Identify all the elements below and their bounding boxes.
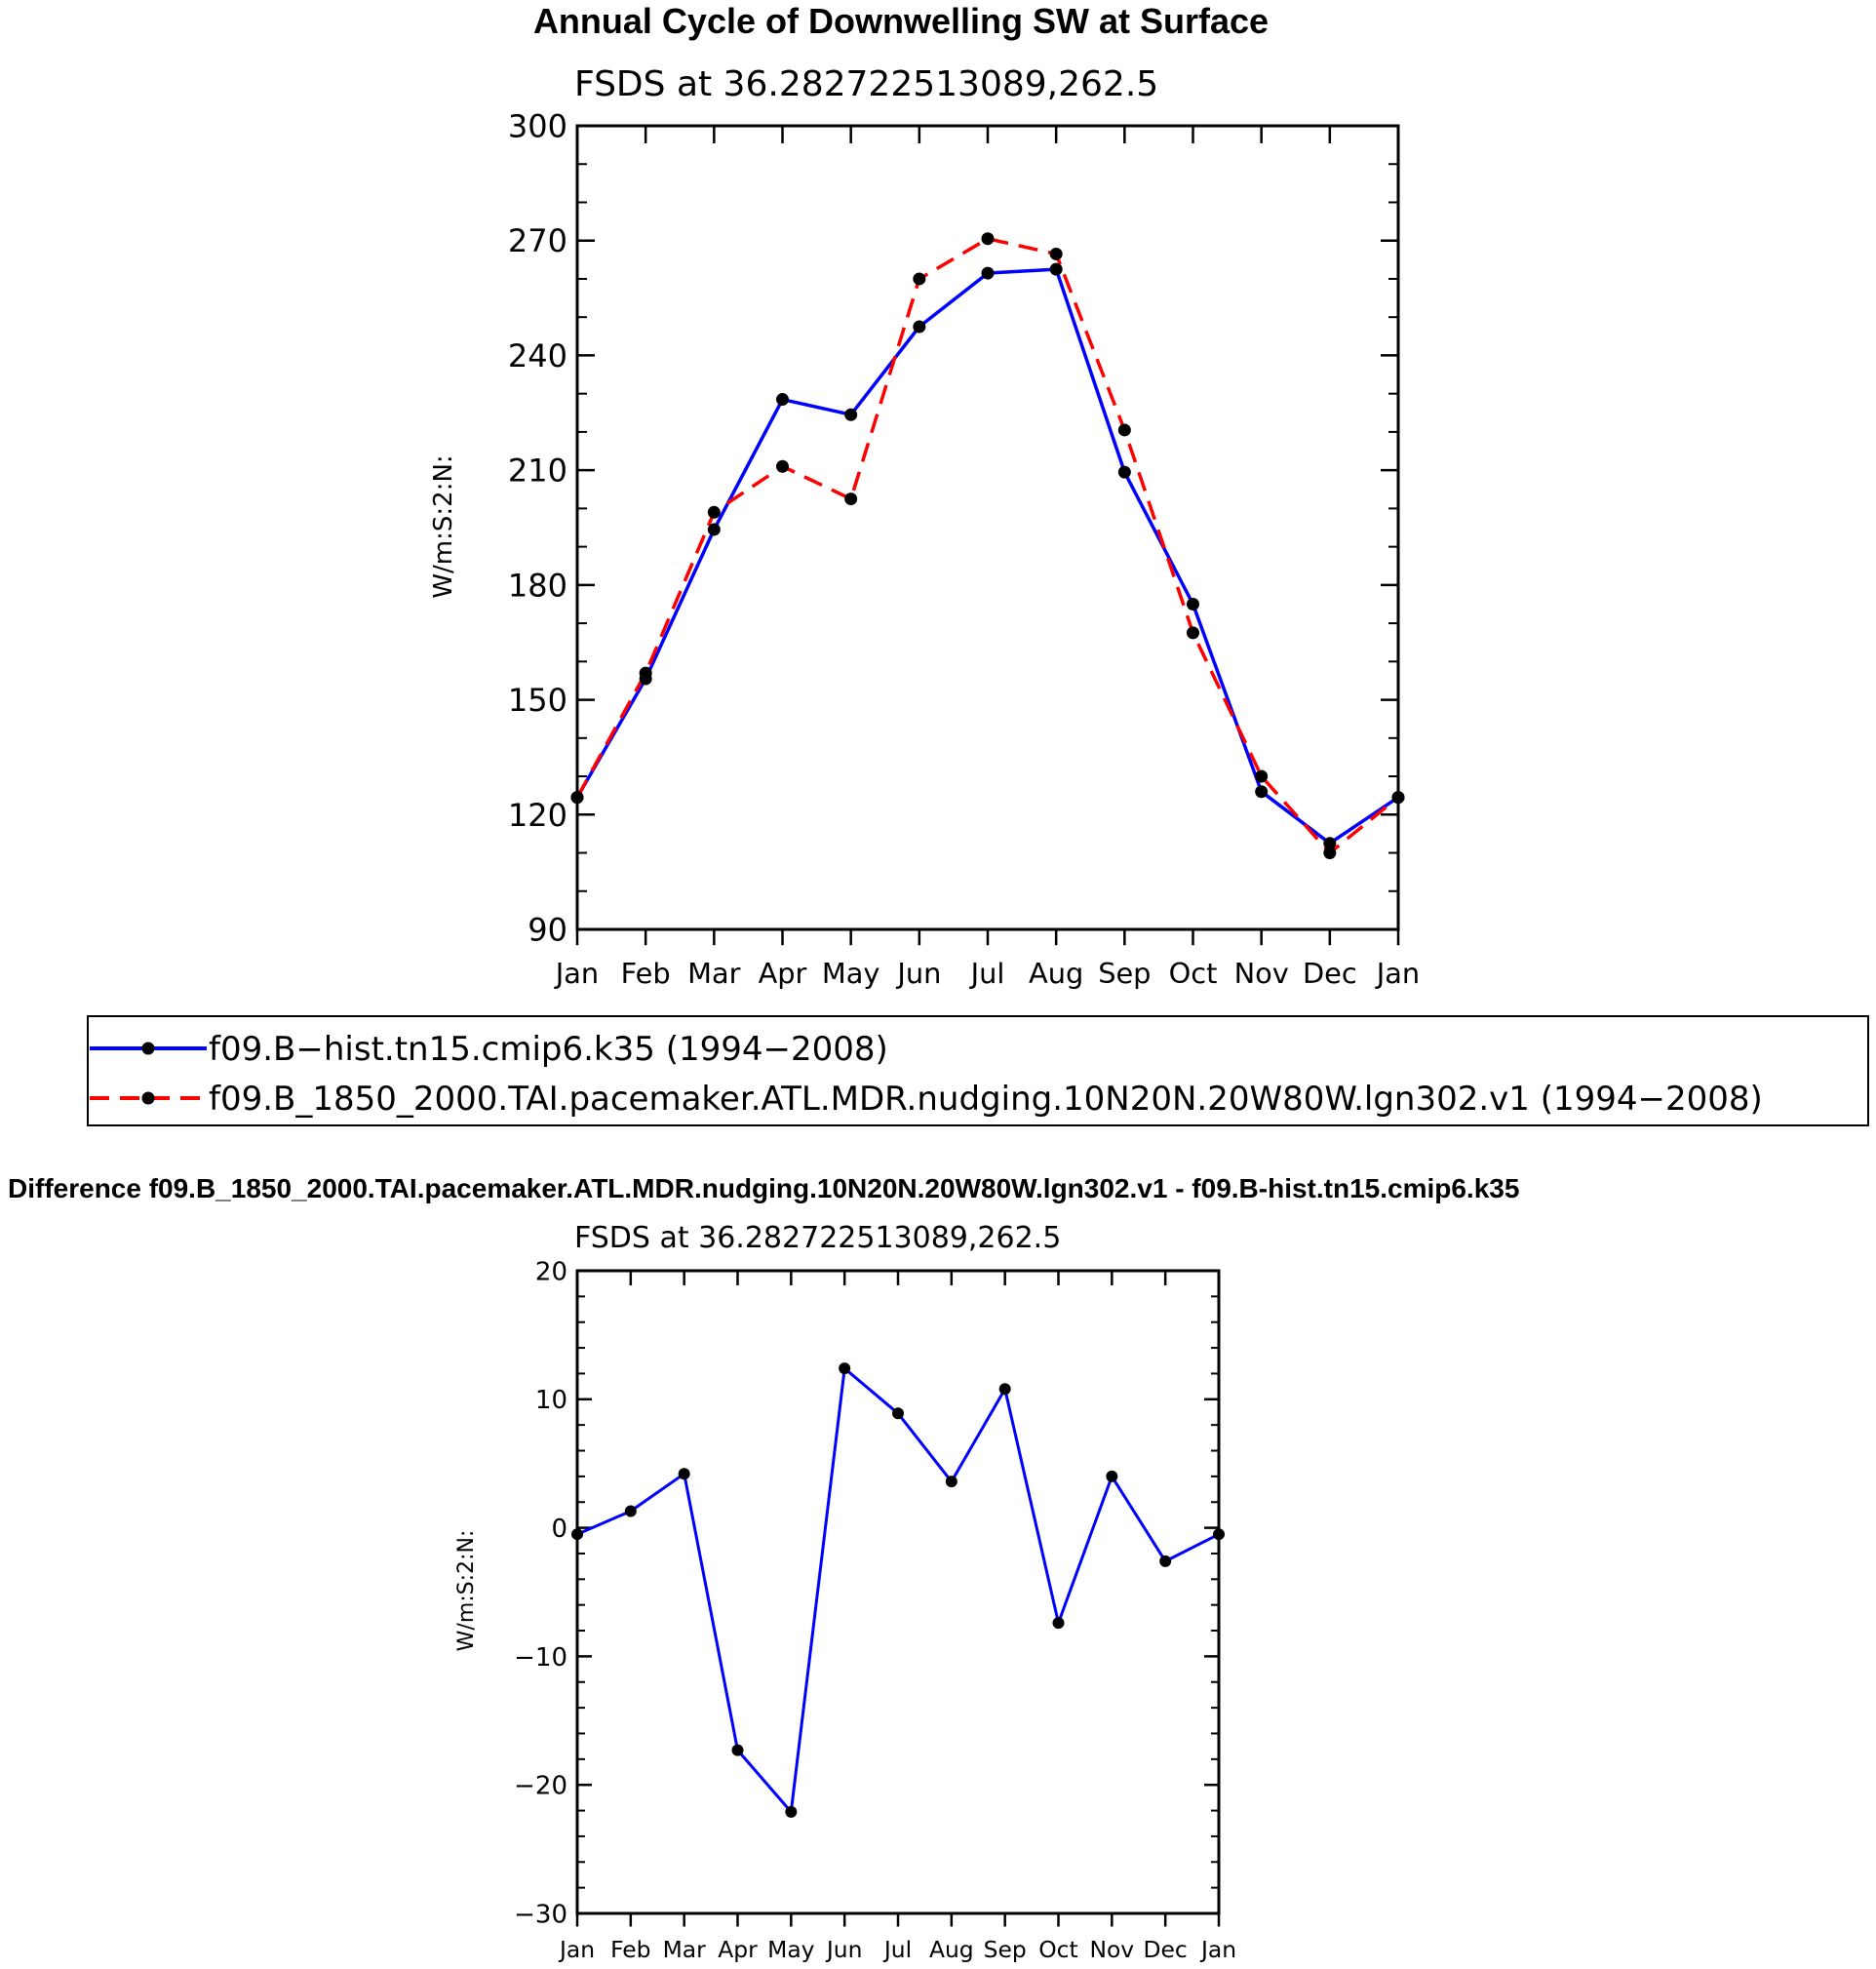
y-tick-label-0-5: 240	[508, 337, 567, 374]
data-point-1-0-6	[892, 1407, 904, 1420]
data-point-1-0-10	[1106, 1470, 1118, 1482]
plot-frame-0	[575, 124, 1400, 931]
x-tick-label-1-7: Aug	[929, 1936, 974, 1963]
legend-marker-hist	[141, 1042, 155, 1055]
data-point-1-0-3	[731, 1744, 744, 1756]
data-point-0-1-7	[1049, 247, 1063, 260]
x-tick-label-1-4: May	[767, 1936, 815, 1963]
data-point-0-0-7	[1049, 262, 1063, 276]
data-point-0-1-11	[1323, 847, 1337, 860]
data-point-0-0-4	[844, 408, 858, 421]
x-tick-label-0-10: Nov	[1234, 957, 1289, 990]
data-point-1-0-5	[839, 1362, 851, 1375]
y-tick-label-0-2: 150	[508, 682, 567, 719]
x-tick-label-0-0: Jan	[554, 957, 599, 990]
data-point-1-0-7	[945, 1476, 958, 1488]
data-point-0-1-10	[1255, 769, 1269, 783]
top-chart-subtitle: FSDS at 36.282722513089,262.5	[574, 64, 1158, 104]
y-tick-label-0-3: 180	[508, 567, 567, 604]
top-chart-ylabel: W/m:S:2:N:	[429, 454, 458, 598]
data-point-0-1-5	[913, 272, 926, 286]
x-tick-label-1-9: Oct	[1038, 1936, 1077, 1963]
data-point-0-0-10	[1255, 785, 1269, 799]
x-tick-label-0-4: May	[822, 957, 880, 990]
x-tick-label-0-7: Aug	[1029, 957, 1083, 990]
x-tick-label-1-11: Dec	[1144, 1936, 1188, 1963]
x-tick-label-0-5: Jun	[895, 957, 941, 990]
data-point-0-1-3	[776, 459, 789, 473]
bottom-chart-title: Difference f09.B_1850_2000.TAI.pacemaker…	[8, 1173, 1519, 1203]
plot-frame-1	[575, 1269, 1221, 1915]
y-tick-label-0-7: 300	[508, 108, 567, 145]
x-tick-label-1-6: Jul	[882, 1936, 912, 1963]
legend-box	[87, 1015, 1869, 1126]
y-tick-label-0-6: 270	[508, 222, 567, 259]
y-tick-label-0-0: 90	[528, 912, 567, 949]
x-tick-label-0-12: Jan	[1375, 957, 1420, 990]
data-point-0-0-2	[707, 523, 721, 536]
bottom-chart-subtitle: FSDS at 36.282722513089,262.5	[574, 1221, 1061, 1255]
y-tick-label-1-1: −20	[514, 1772, 567, 1801]
data-point-1-0-9	[1052, 1617, 1065, 1630]
legend-marker-pacemaker	[141, 1091, 155, 1105]
y-tick-label-1-0: −30	[514, 1900, 567, 1929]
x-tick-label-1-0: Jan	[558, 1936, 595, 1963]
x-tick-label-1-10: Nov	[1090, 1936, 1135, 1963]
data-point-0-0-5	[913, 320, 926, 334]
series-line-1-0	[576, 1366, 1220, 1814]
data-point-0-0-8	[1117, 465, 1131, 479]
data-point-0-0-6	[981, 266, 995, 280]
x-tick-label-1-2: Mar	[663, 1936, 707, 1963]
series-line-0-1	[575, 237, 1400, 855]
y-tick-label-1-5: 20	[535, 1257, 567, 1286]
data-point-1-0-8	[998, 1383, 1011, 1396]
data-point-0-1-6	[981, 232, 995, 246]
data-point-0-1-12	[1391, 791, 1405, 805]
data-point-1-0-4	[785, 1805, 798, 1818]
y-tick-label-1-3: 0	[551, 1515, 567, 1544]
top-chart-title: Annual Cycle of Downwelling SW at Surfac…	[533, 1, 1269, 41]
data-point-1-0-12	[1213, 1528, 1225, 1541]
data-point-0-0-9	[1187, 597, 1199, 610]
data-point-0-1-8	[1117, 423, 1131, 437]
y-tick-label-1-4: 10	[535, 1386, 567, 1415]
y-tick-label-1-2: −10	[514, 1643, 567, 1673]
x-tick-label-1-8: Sep	[984, 1936, 1027, 1963]
x-tick-label-1-1: Feb	[610, 1936, 650, 1963]
data-point-0-1-1	[639, 666, 652, 680]
legend: f09.B−hist.tn15.cmip6.k35 (1994−2008) f0…	[87, 1015, 1869, 1126]
data-point-0-1-9	[1187, 626, 1199, 640]
y-tick-label-0-1: 120	[508, 797, 567, 834]
data-point-0-0-3	[776, 393, 789, 407]
data-point-0-1-2	[707, 505, 721, 519]
data-point-0-1-0	[570, 791, 584, 805]
x-tick-label-0-8: Sep	[1098, 957, 1151, 990]
bottom-plot-area: −30 −20 −10 0 10 20 Jan Feb Mar Apr May Jun Jul Aug Se…	[514, 1257, 1236, 1963]
x-tick-label-0-9: Oct	[1169, 957, 1218, 990]
y-tick-label-0-4: 210	[508, 453, 567, 490]
data-point-0-0-11	[1323, 837, 1337, 850]
data-point-1-0-2	[678, 1468, 690, 1480]
series-line-0-0	[575, 267, 1399, 846]
data-point-1-0-1	[624, 1505, 637, 1517]
x-tick-label-0-11: Dec	[1303, 957, 1357, 990]
legend-label-pacemaker: f09.B_1850_2000.TAI.pacemaker.ATL.MDR.nu…	[209, 1080, 1763, 1119]
data-point-1-0-11	[1159, 1555, 1172, 1567]
x-tick-label-0-2: Mar	[687, 957, 740, 990]
data-point-0-1-4	[844, 492, 858, 506]
x-tick-label-0-1: Feb	[621, 957, 671, 990]
legend-label-hist: f09.B−hist.tn15.cmip6.k35 (1994−2008)	[209, 1030, 888, 1069]
top-plot-area: 90 120 150 180 210 240 270 300 Jan Feb Mar Apr May Ju…	[508, 108, 1420, 990]
x-tick-label-0-3: Apr	[759, 957, 807, 990]
x-tick-label-1-12: Jan	[1199, 1936, 1236, 1963]
bottom-chart-ylabel: W/m:S:2:N:	[454, 1530, 479, 1652]
x-tick-label-0-6: Jul	[969, 957, 1005, 990]
x-tick-label-1-5: Jun	[825, 1936, 863, 1963]
data-point-1-0-0	[571, 1528, 583, 1541]
x-tick-label-1-3: Apr	[718, 1936, 758, 1963]
